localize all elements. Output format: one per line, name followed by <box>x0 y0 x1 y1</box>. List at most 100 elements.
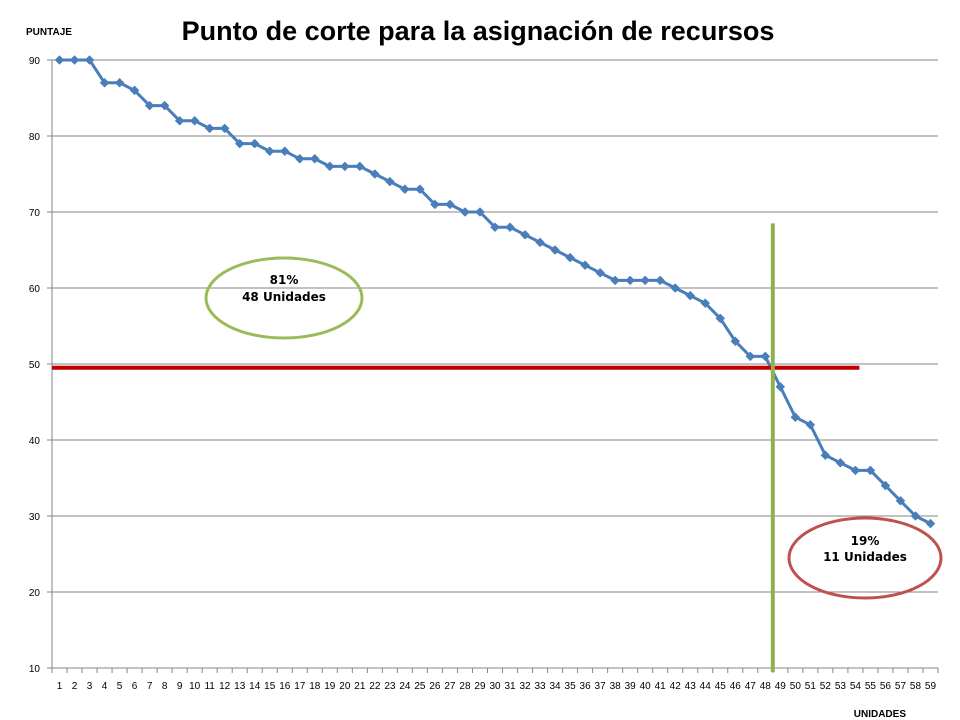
data-point-marker <box>850 465 861 476</box>
x-tick-label: 34 <box>550 681 562 692</box>
x-tick-label: 11 <box>204 681 215 692</box>
data-point-marker <box>475 207 485 217</box>
x-tick-label: 41 <box>655 681 667 692</box>
x-tick-label: 36 <box>580 681 592 692</box>
data-point-marker <box>324 161 335 172</box>
data-point-marker <box>565 252 575 263</box>
axes <box>51 60 939 673</box>
lower-group-percent: 19% <box>851 534 880 548</box>
x-tick-label: 10 <box>189 681 201 692</box>
y-tick-label: 50 <box>29 360 41 371</box>
data-point-marker <box>234 138 245 149</box>
data-point-marker <box>370 169 380 179</box>
data-point-marker <box>820 450 831 461</box>
x-tick-label: 22 <box>369 681 381 692</box>
data-point-marker <box>174 115 185 126</box>
x-tick-label: 35 <box>565 681 577 692</box>
data-point-marker <box>715 313 726 324</box>
data-point-marker <box>790 412 801 423</box>
data-point-marker <box>625 275 636 286</box>
data-point-marker <box>865 465 876 476</box>
upper-group-ellipse <box>204 256 364 340</box>
x-tick-label: 39 <box>625 681 637 692</box>
data-point-marker <box>159 100 170 111</box>
data-point-marker <box>655 275 666 286</box>
x-tick-label: 25 <box>414 681 426 692</box>
y-tick-label: 80 <box>29 132 41 143</box>
x-tick-label: 52 <box>820 681 832 692</box>
data-point-marker <box>730 336 741 347</box>
x-tick-label: 53 <box>835 681 847 692</box>
data-point-marker <box>925 518 936 529</box>
x-tick-label: 57 <box>895 681 907 692</box>
data-point-marker <box>700 298 711 309</box>
upper-group-units: 48 Unidades <box>242 290 326 304</box>
x-tick-label: 51 <box>805 681 817 692</box>
upper-group-annotation: 81% 48 Unidades <box>204 256 364 340</box>
x-tick-label: 44 <box>700 681 712 692</box>
x-tick-label: 37 <box>595 681 607 692</box>
y-tick-label: 70 <box>29 208 41 219</box>
series-line-path <box>59 58 932 525</box>
y-tick-label: 20 <box>29 588 41 599</box>
x-tick-label: 30 <box>489 681 501 692</box>
x-tick-label: 16 <box>279 681 291 692</box>
x-tick-label: 40 <box>640 681 652 692</box>
x-tick-label: 32 <box>519 681 531 692</box>
x-tick-label: 56 <box>880 681 892 692</box>
x-tick-label: 20 <box>339 681 351 692</box>
y-axis-title: PUNTAJE <box>26 27 72 38</box>
lower-group-annotation: 19% 11 Unidades <box>787 516 943 600</box>
data-point-marker <box>415 184 425 195</box>
x-tick-labels: 1 2 3 4 5 6 7 8 9 10 11 12 13 14 15 16 17 18 19 20 21 22 23 24 2… <box>57 681 937 692</box>
x-tick-label: 28 <box>459 681 471 692</box>
x-tick-label: 48 <box>760 681 772 692</box>
data-point-marker <box>249 138 260 149</box>
x-tick-label: 24 <box>399 681 411 692</box>
data-point-marker <box>520 229 530 240</box>
data-point-marker <box>445 199 455 210</box>
x-tick-label: 13 <box>234 681 246 692</box>
y-tick-label: 60 <box>29 284 41 295</box>
x-tick-label: 27 <box>444 681 456 692</box>
x-tick-label: 3 <box>87 681 93 692</box>
x-tick-label: 1 <box>57 681 63 692</box>
data-point-marker <box>460 207 470 217</box>
data-point-marker <box>580 260 590 271</box>
x-tick-label: 58 <box>910 681 922 692</box>
data-point-marker <box>640 275 651 286</box>
x-tick-label: 50 <box>790 681 802 692</box>
data-point-marker <box>385 176 395 187</box>
data-point-marker <box>264 146 275 157</box>
data-point-marker <box>279 146 290 157</box>
data-point-marker <box>144 100 155 111</box>
data-point-marker <box>219 123 230 134</box>
x-tick-label: 45 <box>715 681 727 692</box>
lower-group-ellipse <box>787 516 943 600</box>
y-tick-label: 40 <box>29 436 41 447</box>
data-point-marker <box>835 457 846 468</box>
data-point-marker <box>610 275 620 286</box>
data-point-marker <box>204 123 215 134</box>
x-tick-label: 5 <box>117 681 123 692</box>
x-tick-label: 9 <box>177 681 183 692</box>
x-tick-label: 15 <box>264 681 276 692</box>
chart-title: Punto de corte para la asignación de rec… <box>182 16 775 46</box>
x-tick-label: 6 <box>132 681 138 692</box>
data-point-marker <box>99 77 110 88</box>
x-axis-title: UNIDADES <box>854 709 907 720</box>
data-point-marker <box>745 351 756 362</box>
x-tick-label: 23 <box>384 681 396 692</box>
x-tick-label: 42 <box>670 681 682 692</box>
data-point-marker <box>535 237 545 248</box>
data-point-marker <box>114 77 125 88</box>
series-line <box>59 58 932 525</box>
x-tick-label: 47 <box>745 681 757 692</box>
data-point-marker <box>910 511 921 521</box>
gridlines <box>47 59 938 669</box>
y-tick-label: 30 <box>29 512 41 523</box>
data-point-marker <box>400 184 410 195</box>
upper-group-percent: 81% <box>270 273 299 287</box>
x-tick-label: 31 <box>504 681 516 692</box>
